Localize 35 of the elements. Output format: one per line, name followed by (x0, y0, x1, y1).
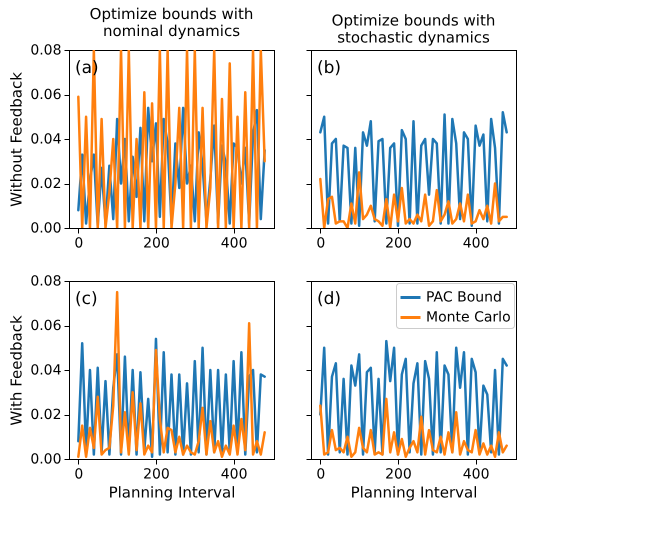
y-tick-label: 0.00 (30, 452, 62, 468)
annotation: (d) (317, 289, 342, 309)
x-tick-label: 400 (462, 236, 490, 252)
x-tick-label: 0 (74, 236, 84, 252)
y-tick-label: 0.08 (30, 42, 62, 58)
x-axis-title: Planning Interval (108, 484, 236, 502)
annotation: (c) (75, 289, 98, 309)
y-tick-label: 0.06 (30, 87, 62, 103)
chart-title: Optimize bounds with nominal dynamics (90, 5, 254, 40)
x-axis-title: Planning Interval (350, 484, 478, 502)
annotation: (b) (317, 58, 342, 78)
legend-label: PAC Bound (426, 290, 502, 306)
y-axis-title: Without Feedback (7, 72, 26, 207)
x-tick-label: 400 (220, 236, 248, 252)
y-tick-label: 0.04 (30, 132, 62, 148)
line-series (77, 50, 266, 228)
y-tick-label: 0.02 (30, 407, 62, 423)
y-tick-label: 0.04 (30, 362, 62, 378)
line-series (77, 290, 266, 458)
x-tick-label: 0 (316, 236, 326, 252)
x-tick-label: 200 (385, 466, 412, 482)
x-tick-label: 400 (220, 466, 248, 482)
y-axis-title: With Feedback (7, 315, 26, 426)
y-tick-label: 0.00 (30, 220, 62, 236)
x-tick-label: 400 (462, 466, 490, 482)
legend-label: Monte Carlo (426, 310, 511, 326)
chart-title: Optimize bounds with stochastic dynamics (332, 12, 496, 46)
x-tick-label: 200 (143, 236, 170, 252)
y-tick-label: 0.02 (30, 176, 62, 192)
x-tick-label: 200 (385, 236, 412, 252)
y-tick-label: 0.06 (30, 318, 62, 334)
x-tick-label: 0 (316, 466, 326, 482)
x-tick-label: 200 (143, 466, 170, 482)
y-tick-label: 0.08 (30, 274, 62, 290)
x-tick-label: 0 (74, 466, 84, 482)
